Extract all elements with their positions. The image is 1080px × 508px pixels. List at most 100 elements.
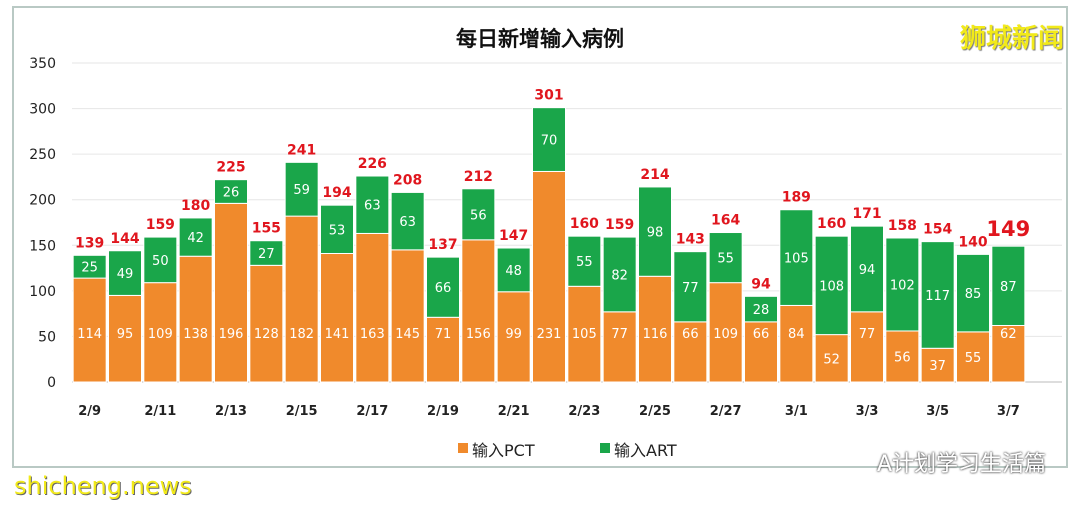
bar-art <box>744 295 778 323</box>
data-label-art: 117 <box>925 289 950 304</box>
bar-art <box>850 225 884 313</box>
total-label: 226 <box>358 156 387 172</box>
bar-art <box>390 191 425 251</box>
bar-pct <box>461 239 496 383</box>
bar-pct <box>956 331 990 383</box>
y-tick-label: 0 <box>47 375 56 391</box>
bar-pct <box>567 285 602 383</box>
bar-art <box>567 235 602 287</box>
bar-pct <box>390 249 425 383</box>
total-label: 171 <box>852 206 881 222</box>
data-label-pct: 55 <box>965 351 982 366</box>
data-label-art: 28 <box>753 303 770 318</box>
x-tick-label: 2/25 <box>639 404 671 419</box>
data-label-pct: 145 <box>395 327 420 342</box>
y-tick-label: 350 <box>29 56 56 72</box>
total-label: 214 <box>640 167 669 183</box>
data-label-art: 102 <box>890 278 915 293</box>
watermark-logo: 狮城新闻 <box>959 24 1064 54</box>
total-label: 194 <box>322 185 351 201</box>
data-label-art: 87 <box>1000 280 1017 295</box>
bar-art <box>108 250 142 296</box>
x-tick-label: 2/11 <box>144 404 176 419</box>
bar-pct <box>496 291 531 383</box>
total-label: 212 <box>464 169 493 185</box>
bar-art <box>461 188 496 241</box>
bar-art <box>779 209 814 306</box>
data-label-art: 85 <box>965 287 982 302</box>
bar-art <box>708 232 743 284</box>
data-label-pct: 52 <box>823 352 840 367</box>
data-label-pct: 128 <box>254 327 279 342</box>
data-label-art: 55 <box>576 255 593 270</box>
data-label-pct: 114 <box>77 327 102 342</box>
data-label-pct: 163 <box>360 327 385 342</box>
bar-pct <box>143 282 178 383</box>
legend-label: 输入ART <box>614 441 677 460</box>
x-tick-label: 2/19 <box>427 404 459 419</box>
data-label-art: 42 <box>187 231 204 246</box>
data-label-pct: 138 <box>183 327 208 342</box>
x-tick-label: 3/3 <box>856 404 879 419</box>
data-label-art: 55 <box>717 252 734 267</box>
x-tick-label: 2/23 <box>568 404 600 419</box>
total-label: 160 <box>570 216 599 232</box>
bar-art <box>284 161 319 217</box>
bar-art <box>249 240 284 266</box>
data-label-pct: 77 <box>859 327 876 342</box>
bar-art <box>638 186 672 277</box>
data-label-pct: 77 <box>611 327 628 342</box>
data-label-pct: 196 <box>219 327 244 342</box>
y-tick-label: 50 <box>38 329 56 345</box>
total-label: 208 <box>393 172 422 188</box>
data-label-art: 53 <box>329 223 346 238</box>
bar-pct <box>602 311 637 383</box>
total-label: 164 <box>711 213 740 229</box>
x-tick-label: 2/27 <box>710 404 742 419</box>
bar-pct <box>284 215 319 383</box>
y-tick-label: 250 <box>29 147 56 163</box>
bar-pct <box>673 321 708 383</box>
x-tick-label: 2/9 <box>78 404 101 419</box>
data-label-art: 77 <box>682 281 699 296</box>
bar-art <box>673 251 708 323</box>
data-label-art: 66 <box>435 281 452 296</box>
bar-pct <box>178 255 213 383</box>
y-tick-label: 100 <box>29 284 56 300</box>
bar-art <box>178 217 213 257</box>
bar-pct <box>991 324 1026 383</box>
watermark-account: A计划学习生活篇 <box>876 452 1046 477</box>
data-label-art: 50 <box>152 254 169 269</box>
total-label: 144 <box>110 231 139 247</box>
data-label-pct: 141 <box>325 327 350 342</box>
data-label-pct: 109 <box>148 327 173 342</box>
bar-art <box>602 236 637 313</box>
data-label-pct: 116 <box>643 327 668 342</box>
data-label-art: 105 <box>784 252 809 267</box>
x-tick-label: 3/1 <box>785 404 808 419</box>
total-label: 158 <box>888 218 917 234</box>
data-label-pct: 105 <box>572 327 597 342</box>
total-label: 143 <box>676 232 705 248</box>
x-tick-label: 2/13 <box>215 404 247 419</box>
data-label-pct: 231 <box>537 327 562 342</box>
data-label-pct: 71 <box>435 327 452 342</box>
bar-art <box>532 107 566 172</box>
bar-pct <box>249 264 284 383</box>
total-label: 159 <box>146 217 175 233</box>
total-label: 140 <box>958 234 987 250</box>
data-label-art: 98 <box>647 226 664 241</box>
legend-label: 输入PCT <box>472 441 535 460</box>
bar-pct <box>850 311 884 383</box>
data-label-pct: 66 <box>753 327 770 342</box>
bar-pct <box>920 347 955 383</box>
data-label-pct: 62 <box>1000 327 1017 342</box>
x-tick-label: 3/7 <box>997 404 1020 419</box>
bar-pct <box>744 321 778 383</box>
bar-art <box>991 245 1026 326</box>
data-label-art: 82 <box>611 268 628 283</box>
total-label: 149 <box>986 217 1030 241</box>
data-label-art: 94 <box>859 263 876 278</box>
data-label-pct: 95 <box>117 327 134 342</box>
data-label-pct: 182 <box>289 327 314 342</box>
